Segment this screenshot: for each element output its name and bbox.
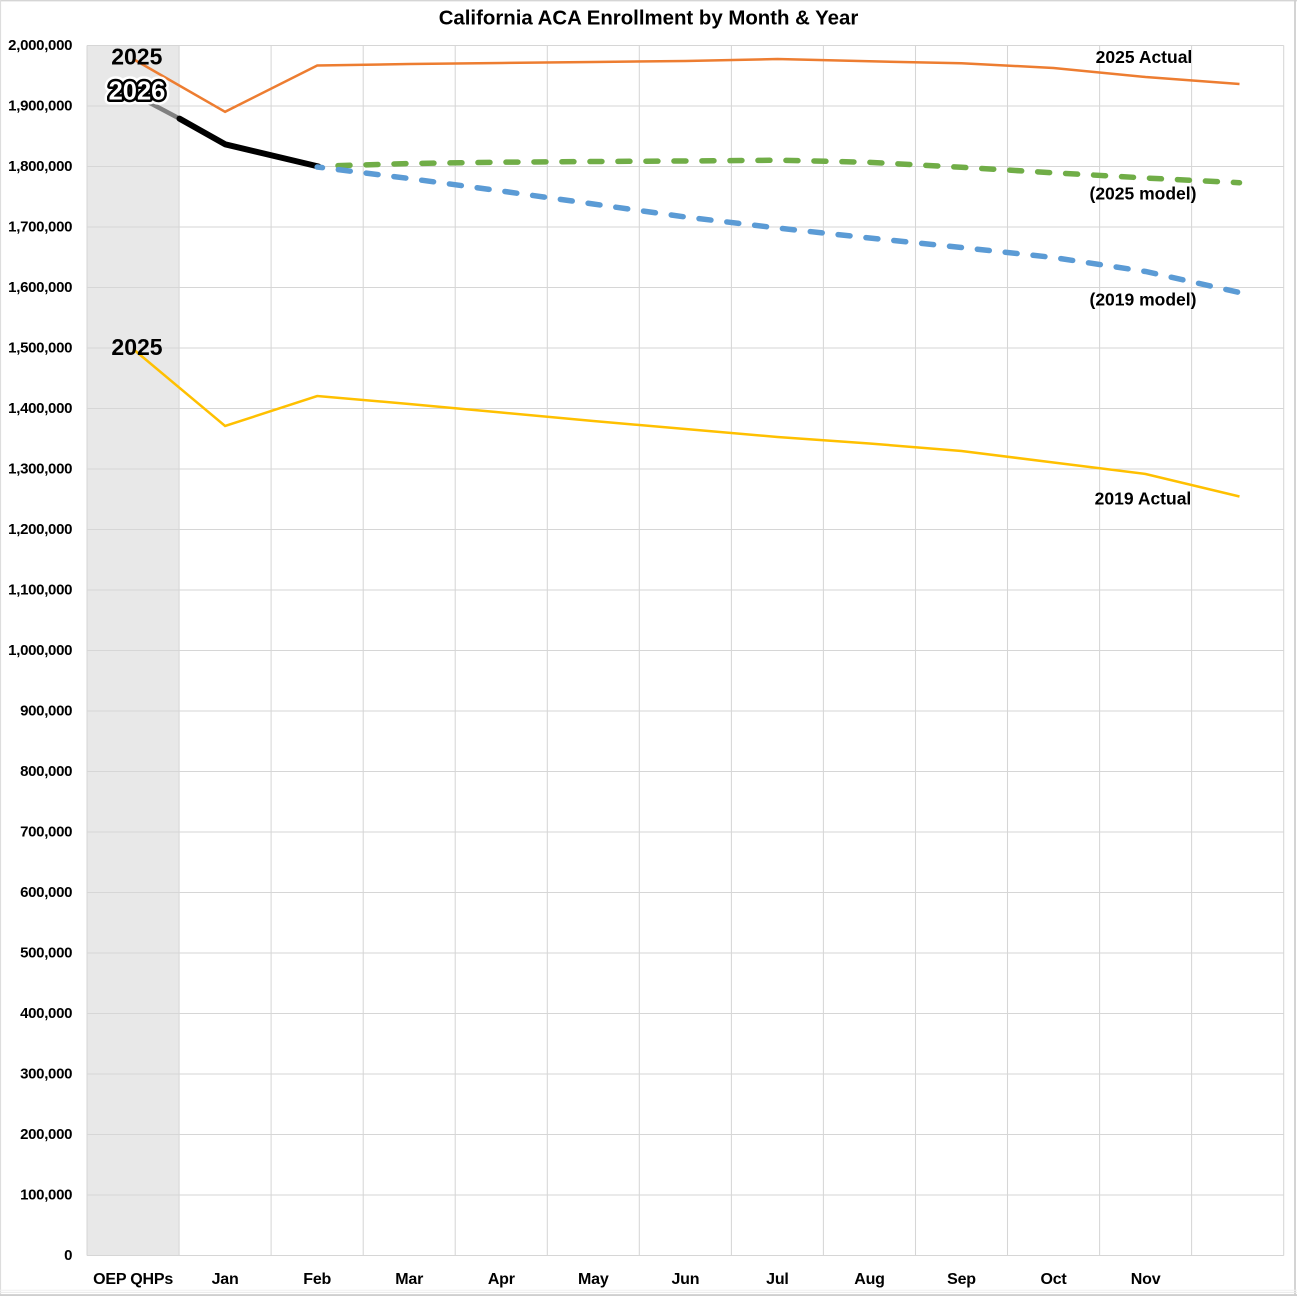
svg-text:1,000,000: 1,000,000 xyxy=(8,642,72,659)
svg-text:2025 Actual: 2025 Actual xyxy=(1096,47,1193,67)
svg-text:600,000: 600,000 xyxy=(20,884,72,901)
svg-text:1,300,000: 1,300,000 xyxy=(8,460,72,477)
svg-text:2026: 2026 xyxy=(109,77,166,105)
svg-text:1,200,000: 1,200,000 xyxy=(8,521,72,538)
svg-text:1,900,000: 1,900,000 xyxy=(8,97,72,114)
svg-text:Jul: Jul xyxy=(766,1271,789,1288)
svg-text:1,400,000: 1,400,000 xyxy=(8,400,72,417)
svg-text:Sep: Sep xyxy=(947,1271,976,1288)
svg-text:2025: 2025 xyxy=(111,44,162,70)
svg-text:400,000: 400,000 xyxy=(20,1005,72,1022)
svg-text:1,500,000: 1,500,000 xyxy=(8,339,72,356)
svg-text:1,800,000: 1,800,000 xyxy=(8,158,72,175)
svg-text:700,000: 700,000 xyxy=(20,823,72,840)
svg-text:Jan: Jan xyxy=(212,1271,239,1288)
svg-text:2,000,000: 2,000,000 xyxy=(8,37,72,54)
svg-text:Apr: Apr xyxy=(488,1271,515,1288)
svg-text:OEP QHPs: OEP QHPs xyxy=(93,1271,173,1288)
svg-text:2026: 2026 xyxy=(109,77,166,105)
svg-text:1,600,000: 1,600,000 xyxy=(8,279,72,296)
svg-text:2025: 2025 xyxy=(111,334,162,360)
svg-text:Nov: Nov xyxy=(1131,1271,1161,1288)
svg-text:Aug: Aug xyxy=(854,1271,885,1288)
svg-text:Feb: Feb xyxy=(303,1271,331,1288)
svg-text:California ACA Enrollment by M: California ACA Enrollment by Month & Yea… xyxy=(439,8,859,30)
svg-text:1,100,000: 1,100,000 xyxy=(8,581,72,598)
svg-text:May: May xyxy=(578,1271,609,1288)
svg-text:800,000: 800,000 xyxy=(20,763,72,780)
svg-text:300,000: 300,000 xyxy=(20,1065,72,1082)
svg-text:Oct: Oct xyxy=(1040,1271,1067,1288)
svg-text:(2019 model): (2019 model) xyxy=(1090,290,1197,310)
svg-text:2019 Actual: 2019 Actual xyxy=(1095,489,1192,509)
svg-text:200,000: 200,000 xyxy=(20,1126,72,1143)
svg-text:900,000: 900,000 xyxy=(20,702,72,719)
svg-text:Mar: Mar xyxy=(395,1271,423,1288)
svg-text:Jun: Jun xyxy=(671,1271,699,1288)
svg-text:100,000: 100,000 xyxy=(20,1186,72,1203)
svg-text:500,000: 500,000 xyxy=(20,944,72,961)
svg-text:(2025 model): (2025 model) xyxy=(1090,184,1197,204)
svg-text:2026: 2026 xyxy=(109,77,166,105)
svg-text:1,700,000: 1,700,000 xyxy=(8,218,72,235)
svg-text:0: 0 xyxy=(64,1247,72,1264)
